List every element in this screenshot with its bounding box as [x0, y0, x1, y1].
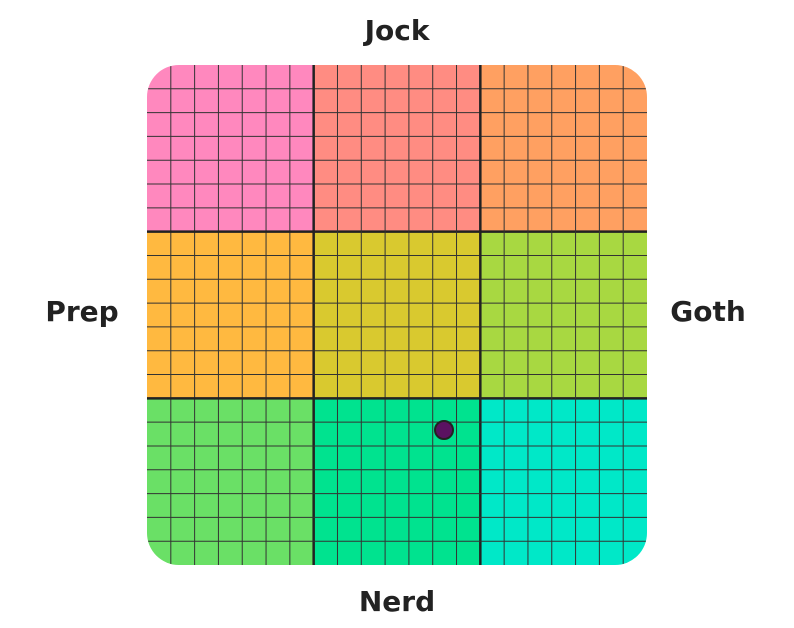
left-label: Prep — [45, 295, 118, 328]
right-label: Goth — [670, 295, 746, 328]
region — [147, 398, 314, 565]
region — [313, 398, 481, 565]
region — [480, 398, 647, 565]
point — [434, 420, 454, 440]
region — [480, 65, 647, 232]
region — [147, 231, 314, 399]
region — [147, 65, 314, 232]
plot-area — [147, 65, 647, 565]
region — [313, 231, 481, 399]
region — [480, 231, 647, 399]
region — [313, 65, 481, 232]
top-label: Jock — [363, 14, 431, 47]
bottom-label: Nerd — [359, 585, 435, 618]
